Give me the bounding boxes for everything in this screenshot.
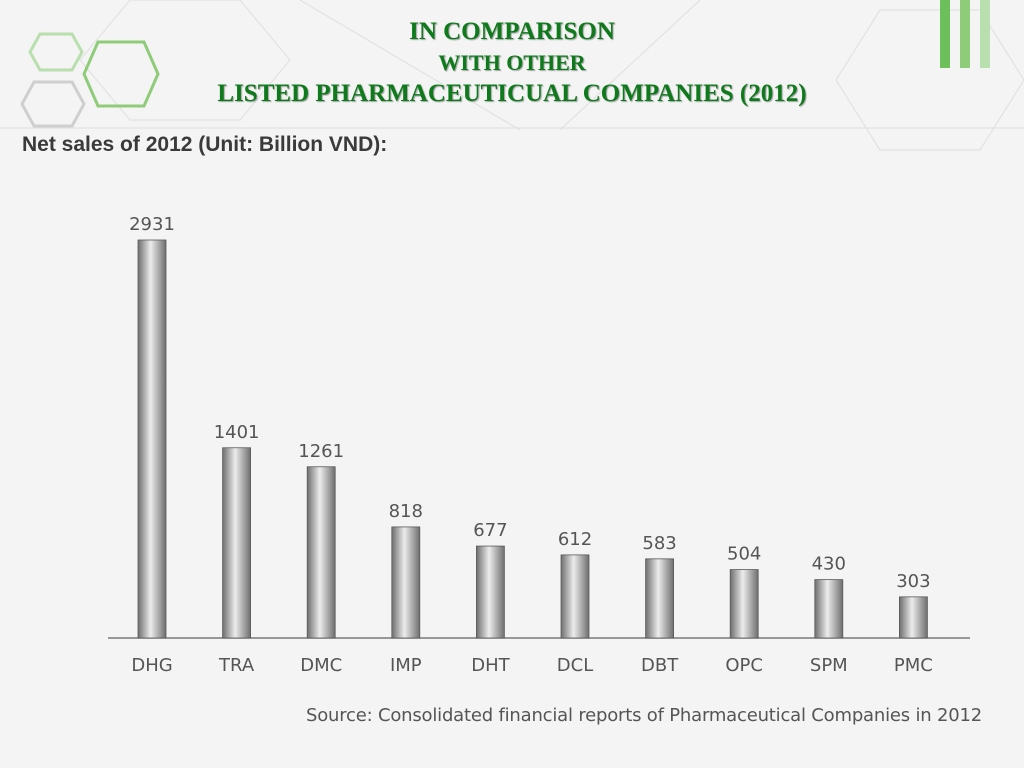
x-tick-label-pmc: PMC — [894, 655, 933, 676]
data-label-dcl: 612 — [558, 529, 592, 550]
data-label-imp: 818 — [389, 501, 423, 522]
stripes-icon — [940, 0, 990, 68]
bar-dbt — [645, 558, 674, 639]
title-line-1: IN COMPARISON — [409, 18, 615, 45]
x-tick-label-dcl: DCL — [557, 655, 593, 676]
data-label-dmc: 1261 — [298, 441, 344, 462]
bg-line — [559, 0, 701, 131]
bar-tra — [222, 447, 252, 639]
slide-title: IN COMPARISON WITH OTHER LISTED PHARMACE… — [0, 16, 1024, 110]
bar-dcl — [560, 554, 590, 639]
data-label-tra: 1401 — [214, 422, 260, 443]
x-tick-label-tra: TRA — [218, 655, 255, 676]
bg-hexagon — [79, 0, 291, 121]
chart-title: Net sales of 2012 (Unit: Billion VND): — [22, 133, 388, 156]
hexagon-icon — [28, 32, 84, 72]
bar-dmc — [306, 466, 336, 639]
bar-chart: 2931 DHG 1401 TRA 1261 DMC 818 IMP 677 DHT 612 DCL 5… — [108, 214, 970, 676]
x-tick-label-opc: OPC — [725, 655, 763, 676]
bg-line — [299, 0, 521, 131]
data-label-dhg: 2931 — [129, 214, 175, 235]
hexagon-icon — [20, 80, 86, 128]
hexagon-icon — [82, 40, 160, 108]
bar-opc — [729, 569, 759, 639]
x-tick-label-dhg: DHG — [131, 655, 172, 676]
data-label-pmc: 303 — [896, 571, 930, 592]
bar-pmc — [899, 596, 928, 639]
bar-imp — [391, 526, 421, 639]
title-line-3: LISTED PHARMACEUTICUAL COMPANIES (2012) — [217, 80, 807, 107]
x-tick-label-dht: DHT — [471, 655, 510, 676]
bar-spm — [814, 579, 844, 639]
x-tick-label-dmc: DMC — [300, 655, 342, 676]
data-label-spm: 430 — [812, 554, 846, 575]
title-line-2: WITH OTHER — [438, 50, 586, 75]
x-tick-label-imp: IMP — [390, 655, 422, 676]
data-label-opc: 504 — [727, 544, 761, 565]
data-label-dbt: 583 — [642, 533, 676, 554]
x-tick-label-spm: SPM — [810, 655, 848, 676]
x-tick-label-dbt: DBT — [641, 655, 679, 676]
bar-dhg — [137, 239, 167, 639]
data-label-dht: 677 — [473, 520, 507, 541]
bar-dht — [475, 545, 505, 639]
source-note: Source: Consolidated financial reports o… — [305, 705, 982, 726]
